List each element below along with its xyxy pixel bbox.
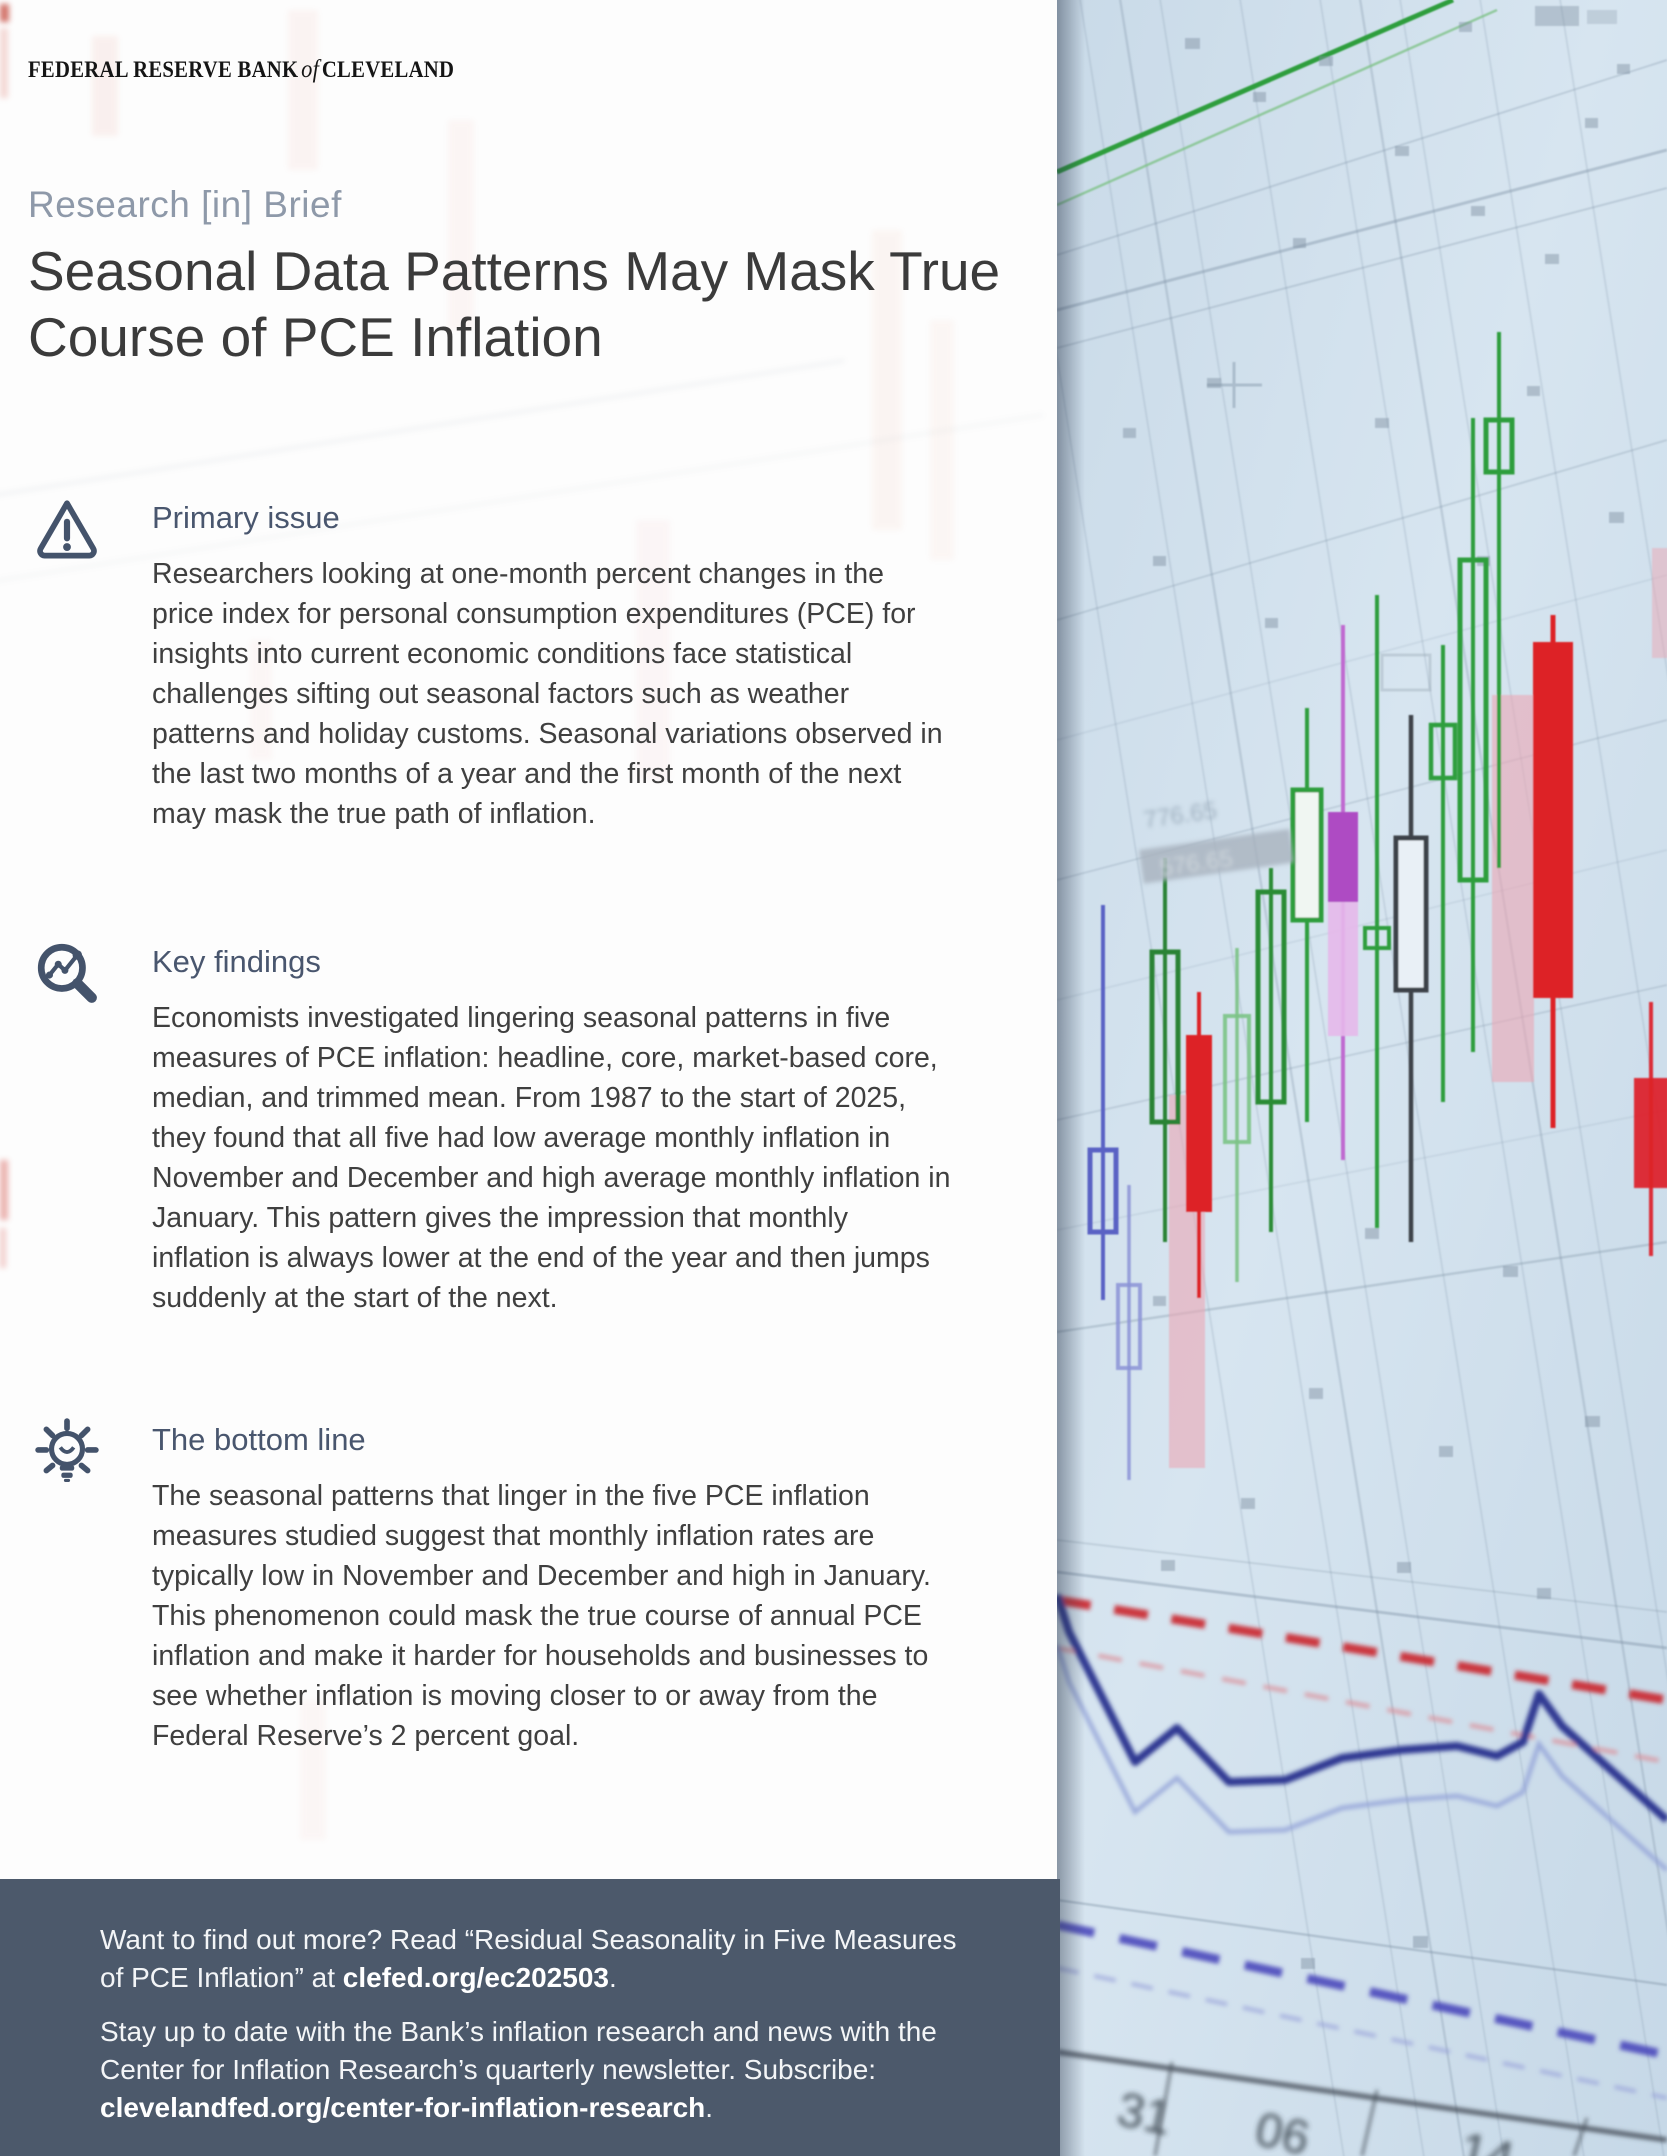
footer-more-info-text: Want to find out more? Read “Residual Se… (100, 1924, 957, 1993)
lower-line-chart (1057, 1593, 1667, 2156)
footer-subscribe-period: . (705, 2092, 714, 2123)
footer-subscribe-text: Stay up to date with the Bank’s inflatio… (100, 2016, 937, 2085)
warning-triangle-icon (34, 496, 100, 562)
photo-edge-shadow (1057, 0, 1085, 2156)
footer-more-info-period: . (608, 1962, 617, 1993)
candlesticks-group (1087, 332, 1667, 1480)
x-axis-labels: 31 06 14 (1113, 2083, 1519, 2156)
title-line-2: Course of PCE Inflation (28, 306, 603, 368)
series-kicker: Research [in] Brief (28, 184, 342, 225)
axis-label: 31 (1113, 2083, 1176, 2146)
section-key-findings: Key findings Economists investigated lin… (0, 934, 1010, 1318)
top-trend-lines (1057, 0, 1498, 207)
section-heading: Primary issue (152, 500, 340, 535)
footer-subscribe: Stay up to date with the Bank’s inflatio… (100, 2013, 966, 2127)
logo-text-of: of (301, 56, 320, 83)
footer-link-ec202503[interactable]: clefed.org/ec202503 (342, 1962, 609, 1993)
photo-gridlines (1057, 0, 1667, 2156)
footer: Want to find out more? Read “Residual Se… (0, 1879, 1060, 2156)
photo-background (1057, 0, 1667, 2156)
logo-text-right: CLEVELAND (321, 57, 455, 82)
section-body: The seasonal patterns that linger in the… (152, 1480, 931, 1752)
footer-link-center-for-inflation-research[interactable]: clevelandfed.org/center-for-inflation-re… (100, 2092, 705, 2123)
section-heading: Key findings (152, 944, 321, 979)
section-primary-issue: Primary issue Researchers looking at one… (0, 490, 1010, 834)
footer-more-info: Want to find out more? Read “Residual Se… (100, 1921, 966, 1997)
bank-logo: FEDERAL RESERVE BANK of CLEVELAND (28, 56, 454, 84)
section-body: Researchers looking at one-month percent… (152, 558, 943, 830)
footer-link-part-2[interactable]: center-for-inflation-research (330, 2092, 706, 2123)
section-body: Economists investigated lingering season… (152, 1002, 951, 1314)
magnifier-chart-icon (34, 940, 100, 1006)
section-bottom-line: The bottom line The seasonal patterns th… (0, 1412, 1010, 1756)
axis-label: 06 (1251, 2103, 1314, 2156)
logo-text-left: FEDERAL RESERVE BANK (28, 57, 299, 82)
candlestick-photo-svg: 776.65 576.65 31 06 14 (1057, 0, 1667, 2156)
lightbulb-icon (34, 1418, 100, 1484)
footer-link-part-1[interactable]: clevelandfed.org/ (100, 2092, 331, 2123)
page-title: Seasonal Data Patterns May Mask True Cou… (28, 238, 1038, 370)
section-heading: The bottom line (152, 1422, 366, 1457)
title-line-1: Seasonal Data Patterns May Mask True (28, 240, 1001, 302)
background-photo-candlestick-chart: 776.65 576.65 31 06 14 (1057, 0, 1667, 2156)
